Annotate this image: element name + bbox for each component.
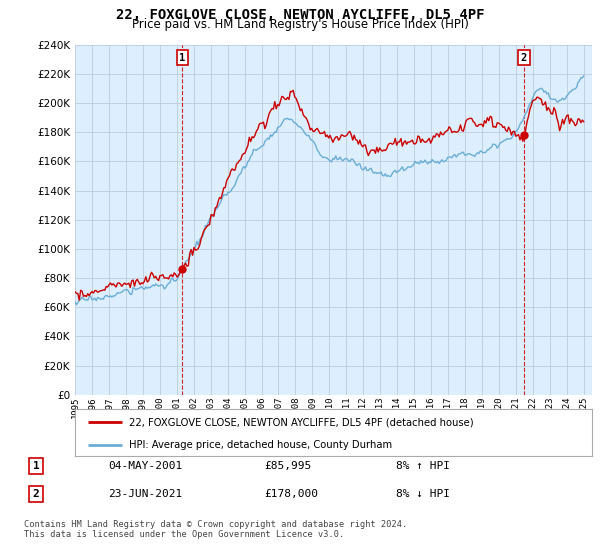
Text: 22, FOXGLOVE CLOSE, NEWTON AYCLIFFE, DL5 4PF (detached house): 22, FOXGLOVE CLOSE, NEWTON AYCLIFFE, DL5… xyxy=(130,417,474,427)
Text: Contains HM Land Registry data © Crown copyright and database right 2024.
This d: Contains HM Land Registry data © Crown c… xyxy=(24,520,407,539)
Text: 22, FOXGLOVE CLOSE, NEWTON AYCLIFFE, DL5 4PF: 22, FOXGLOVE CLOSE, NEWTON AYCLIFFE, DL5… xyxy=(116,8,484,22)
Text: £85,995: £85,995 xyxy=(264,461,311,471)
Text: 2: 2 xyxy=(521,53,527,63)
Text: 04-MAY-2001: 04-MAY-2001 xyxy=(108,461,182,471)
Text: 23-JUN-2021: 23-JUN-2021 xyxy=(108,489,182,499)
Text: 1: 1 xyxy=(32,461,40,471)
Text: 8% ↓ HPI: 8% ↓ HPI xyxy=(396,489,450,499)
Text: £178,000: £178,000 xyxy=(264,489,318,499)
Text: HPI: Average price, detached house, County Durham: HPI: Average price, detached house, Coun… xyxy=(130,440,392,450)
Text: 1: 1 xyxy=(179,53,185,63)
Text: 8% ↑ HPI: 8% ↑ HPI xyxy=(396,461,450,471)
Text: Price paid vs. HM Land Registry's House Price Index (HPI): Price paid vs. HM Land Registry's House … xyxy=(131,18,469,31)
Text: 2: 2 xyxy=(32,489,40,499)
